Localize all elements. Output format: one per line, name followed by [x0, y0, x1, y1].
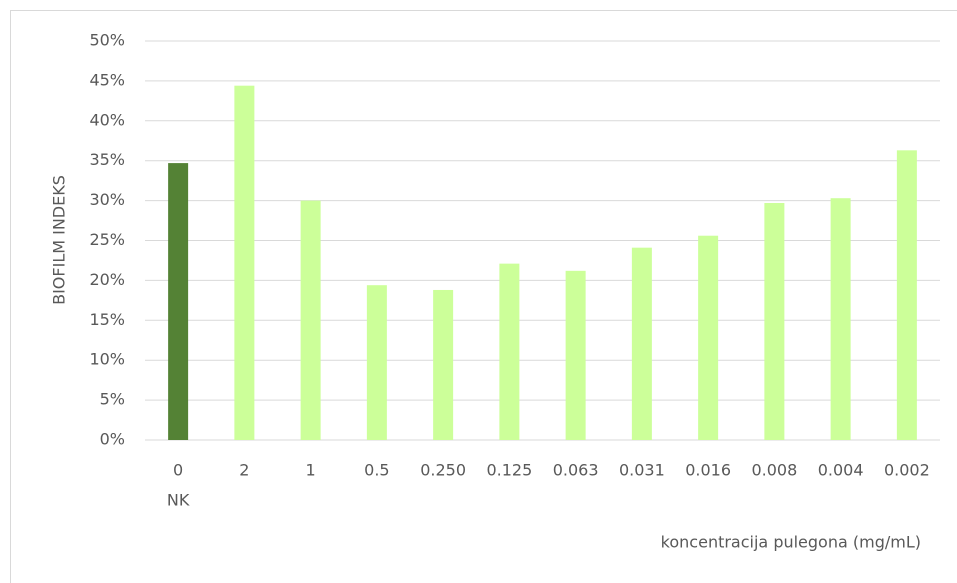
bar — [698, 235, 719, 440]
bar — [896, 150, 917, 441]
bar — [764, 202, 785, 440]
bar — [565, 270, 586, 440]
y-tick-label: 15% — [89, 310, 125, 329]
bar — [234, 85, 255, 441]
x-tick-label: 0.063 — [553, 461, 599, 480]
y-tick-label: 10% — [89, 350, 125, 369]
bar — [168, 163, 189, 440]
x-tick-label: 2 — [239, 461, 249, 480]
bar — [631, 247, 652, 440]
y-tick-label: 5% — [100, 390, 125, 409]
control-label: NK — [167, 491, 190, 510]
x-tick-label: 1 — [306, 461, 316, 480]
y-tick-label: 30% — [89, 190, 125, 209]
bar — [830, 198, 851, 440]
y-tick-label: 25% — [89, 230, 125, 249]
bar — [433, 289, 454, 440]
y-tick-label: 40% — [89, 110, 125, 129]
y-tick-label: 45% — [89, 70, 125, 89]
x-tick-label: 0.008 — [751, 461, 797, 480]
x-axis-title: koncentracija pulegona (mg/mL) — [661, 533, 921, 552]
x-tick-label: 0 — [173, 461, 183, 480]
x-tick-label: 0.250 — [420, 461, 466, 480]
bar — [366, 285, 387, 440]
y-axis-title: BIOFILM INDEKS — [50, 175, 69, 305]
y-tick-label: 35% — [89, 150, 125, 169]
x-tick-label: 0.002 — [884, 461, 930, 480]
y-tick-label: 50% — [89, 31, 125, 50]
x-tick-label: 0.031 — [619, 461, 665, 480]
bar — [499, 263, 520, 440]
x-tick-label: 0.125 — [486, 461, 532, 480]
x-tick-label: 0.016 — [685, 461, 731, 480]
chart-border — [10, 10, 957, 583]
y-tick-label: 20% — [89, 270, 125, 289]
x-tick-label: 0.004 — [818, 461, 864, 480]
x-tick-label: 0.5 — [364, 461, 389, 480]
y-tick-label: 0% — [100, 430, 125, 449]
bar — [300, 200, 321, 440]
